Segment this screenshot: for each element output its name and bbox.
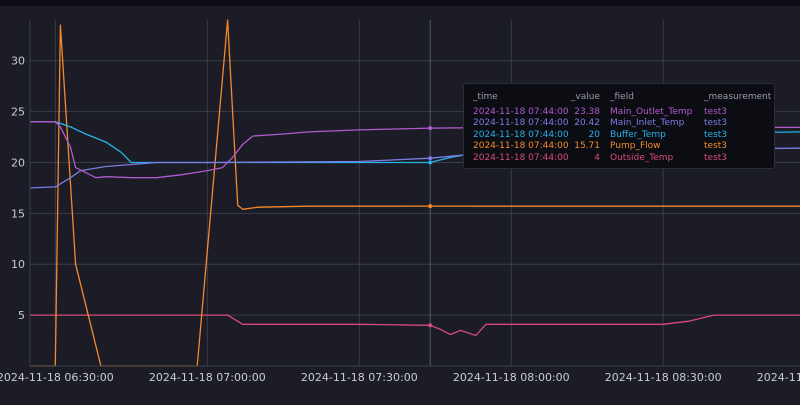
tooltip-header-measurement: _measurement bbox=[704, 92, 772, 102]
tooltip-measurement: test3 bbox=[704, 152, 728, 163]
x-tick-label: 2024-11-18 08:30:00 bbox=[605, 371, 722, 384]
tooltip-field: Buffer_Temp bbox=[610, 129, 666, 140]
tooltip-value: 15.71 bbox=[574, 141, 600, 151]
y-tick-label: 25 bbox=[11, 106, 25, 119]
x-tick-label: 2024-11-18 08:00:00 bbox=[453, 371, 570, 384]
tooltip-row: 2024-11-18 07:44:00 15.71 Pump_Flow test… bbox=[464, 141, 774, 153]
tooltip-measurement: test3 bbox=[704, 141, 728, 151]
hover-point-Main_Outlet_Temp bbox=[428, 126, 433, 131]
tooltip-time: 2024-11-18 07:44:00 bbox=[473, 118, 569, 128]
x-tick-label: 2024-11-18 07:30:00 bbox=[301, 371, 418, 384]
series-line-Main_Outlet_Temp bbox=[30, 121, 800, 179]
hover-point-Main_Inlet_Temp bbox=[428, 156, 433, 161]
tooltip-field: Outside_Temp bbox=[610, 152, 674, 163]
tooltip-field: Main_Inlet_Temp bbox=[610, 118, 685, 128]
tooltip-time: 2024-11-18 07:44:00 bbox=[473, 106, 569, 117]
hover-markers bbox=[428, 20, 433, 366]
tooltip-time: 2024-11-18 07:44:00 bbox=[473, 141, 569, 151]
tooltip-row: 2024-11-18 07:44:00 4 Outside_Temp test3 bbox=[464, 153, 774, 165]
hover-point-Pump_Flow bbox=[428, 204, 433, 209]
tooltip-measurement: test3 bbox=[704, 106, 728, 117]
y-tick-label: 10 bbox=[11, 258, 25, 271]
series-line-Outside_Temp bbox=[30, 314, 800, 337]
tooltip-header-row: _time _value _field _measurement bbox=[464, 92, 774, 104]
y-tick-label: 15 bbox=[11, 207, 25, 220]
tooltip-value: 4 bbox=[594, 152, 600, 163]
tooltip-value: 23.38 bbox=[574, 106, 600, 117]
y-tick-label: 5 bbox=[18, 309, 25, 322]
tooltip-header-time: _time bbox=[473, 92, 498, 102]
tooltip-field: Main_Outlet_Temp bbox=[610, 106, 693, 117]
tooltip-time: 2024-11-18 07:44:00 bbox=[473, 129, 569, 140]
y-tick-label: 30 bbox=[11, 55, 25, 68]
tooltip-header-field: _field bbox=[610, 92, 634, 102]
hover-tooltip: _time _value _field _measurement 2024-11… bbox=[463, 83, 775, 169]
tooltip-measurement: test3 bbox=[704, 118, 728, 128]
y-tick-label: 20 bbox=[11, 156, 25, 169]
tooltip-header-value: _value bbox=[570, 92, 600, 102]
tooltip-time: 2024-11-18 07:44:00 bbox=[473, 152, 569, 163]
hover-point-Outside_Temp bbox=[428, 323, 433, 328]
hover-point-Buffer_Temp bbox=[428, 160, 433, 165]
tooltip-value: 20.42 bbox=[574, 118, 600, 128]
tooltip-measurement: test3 bbox=[704, 129, 728, 140]
tooltip-row: 2024-11-18 07:44:00 20 Buffer_Temp test3 bbox=[464, 130, 774, 142]
tooltip-field: Pump_Flow bbox=[610, 141, 661, 151]
x-tick-label: 2024-11-18 07:00:00 bbox=[149, 371, 266, 384]
plot-area bbox=[30, 20, 800, 366]
series-line-Pump_Flow bbox=[30, 19, 800, 367]
x-tick-label: 2024-11-18 06:30:00 bbox=[0, 371, 114, 384]
tooltip-row: 2024-11-18 07:44:00 23.38 Main_Outlet_Te… bbox=[464, 107, 774, 119]
tooltip-row: 2024-11-18 07:44:00 20.42 Main_Inlet_Tem… bbox=[464, 118, 774, 130]
chart-top-bar bbox=[0, 0, 800, 6]
x-tick-label: 2024-11-18 09:00:00 bbox=[757, 371, 800, 384]
tooltip-value: 20 bbox=[588, 129, 600, 140]
axes: 5 10 15 20 25 30 2024-11-18 06:30:00 2024-11-18… bbox=[0, 20, 800, 384]
